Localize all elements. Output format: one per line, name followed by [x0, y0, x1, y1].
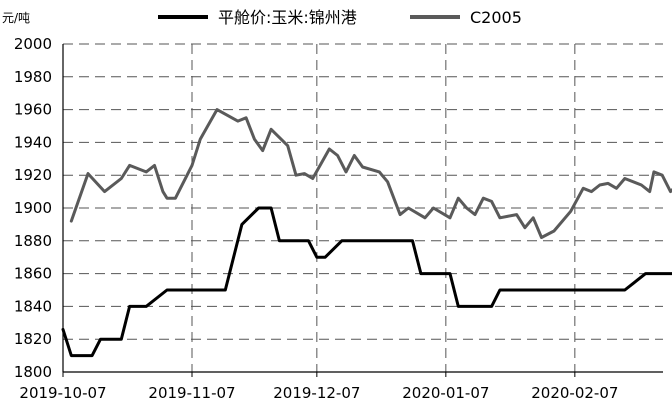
x-tick-label: 2019-10-07 [19, 384, 106, 402]
y-tick-label: 1980 [14, 68, 52, 86]
grid [63, 43, 663, 372]
y-tick-label: 1800 [14, 363, 52, 381]
y-tick-label: 1960 [14, 101, 52, 119]
legend: 平舱价:玉米:锦州港 C2005 [158, 8, 522, 27]
y-tick-label: 1920 [14, 166, 52, 184]
legend-label-jinzhou-port: 平舱价:玉米:锦州港 [218, 8, 357, 27]
series-line-jinzhou-port [61, 206, 672, 358]
x-tick-label: 2020-02-07 [531, 384, 618, 402]
series-line-c2005 [69, 108, 672, 239]
x-tick-label: 2020-01-07 [402, 384, 489, 402]
series-lines [61, 108, 672, 358]
y-axis-labels: 1800 1820 1840 1860 1880 1900 1920 1940 1960 1980… [14, 35, 52, 381]
x-tick-label: 2019-12-07 [273, 384, 360, 402]
legend-label-c2005: C2005 [470, 8, 522, 27]
x-axis-labels: 2019-10-07 2019-11-07 2019-12-07 2020-01-07… [19, 384, 618, 402]
y-tick-label: 1880 [14, 232, 52, 250]
y-tick-label: 1840 [14, 297, 52, 315]
y-tick-label: 1860 [14, 265, 52, 283]
y-tick-label: 2000 [14, 35, 52, 53]
axes [62, 44, 663, 377]
y-tick-label: 1820 [14, 330, 52, 348]
y-tick-label: 1900 [14, 199, 52, 217]
y-tick-label: 1940 [14, 133, 52, 151]
unit-label: 元/吨 [2, 11, 30, 25]
x-tick-label: 2019-11-07 [148, 384, 235, 402]
